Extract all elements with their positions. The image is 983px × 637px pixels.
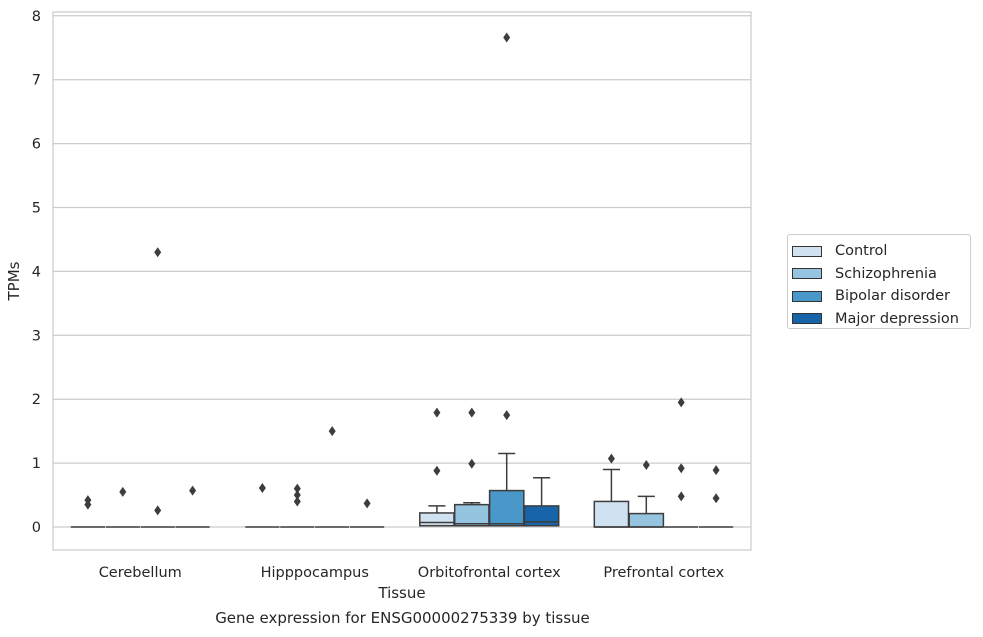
y-axis-label: TPMs [5,261,23,301]
y-tick-label: 0 [32,520,41,536]
box-0-3 [593,453,630,528]
legend-swatch [792,245,822,257]
box-3-3 [698,465,734,528]
outlier-point [189,485,197,496]
outlier-point [154,505,162,516]
box-2-2 [488,32,525,527]
outlier-point [677,463,685,474]
x-tick-label: Cerebellum [99,565,182,581]
x-tick-label: Hipppocampus [261,565,369,581]
box-3-0 [175,485,210,528]
outlier-point [293,490,301,501]
y-tick-label: 1 [32,456,41,472]
outlier-point [119,486,127,497]
outlier-point [712,493,720,504]
legend-swatch [792,290,822,302]
box [453,503,490,527]
outlier-point [677,397,685,408]
x-axis-label: Tissue [377,584,425,602]
box-2-1 [315,426,350,528]
box [419,512,455,527]
box-3-2 [523,477,560,527]
y-axis-ticks: 0 1 2 3 4 5 6 7 8 [32,9,41,536]
outlier-point [433,407,441,418]
legend-item: Major depression [792,308,970,331]
legend-label: Bipolar disorder [835,288,950,305]
outlier-point [468,407,476,418]
box-2-3 [664,397,699,528]
legend: Control Schizophrenia Bipolar disorder Majo… [787,234,971,329]
box [488,489,525,527]
legend-label: Control [835,243,888,260]
box-3-1 [349,498,385,528]
grid-lines [53,15,751,528]
legend-item: Control [792,240,970,263]
outlier-point [293,483,301,494]
outlier-point [84,499,92,510]
outlier-point [468,458,476,469]
outlier-point [258,483,266,494]
outlier-point [328,426,336,437]
outlier-point [503,410,511,421]
outlier-point [642,460,650,471]
legend-swatch [792,313,822,325]
box-2-0 [140,247,175,528]
plot-frame [52,11,752,551]
outlier-point [363,498,371,509]
legend-swatch [792,268,822,280]
legend-item: Bipolar disorder [792,285,970,308]
box-0-2 [419,407,455,527]
outlier-point [677,491,685,502]
box-0-1 [245,483,280,528]
outlier-point [712,465,720,476]
y-tick-label: 4 [32,264,41,280]
chart-caption: Gene expression for ENSG00000275339 by t… [215,609,590,627]
box [523,505,560,527]
y-tick-label: 7 [32,73,41,89]
legend-label: Schizophrenia [835,265,937,282]
y-tick-label: 5 [32,201,41,217]
outlier-point [503,32,511,43]
outlier-point [293,496,301,507]
legend-item: Schizophrenia [792,263,970,286]
box [628,512,665,528]
x-tick-label: Prefrontal cortex [603,565,724,581]
y-tick-label: 6 [32,137,41,153]
x-tick-label: Orbitofrontal cortex [418,565,561,581]
outlier-point [433,465,441,476]
outlier-point [154,247,162,258]
box-1-3 [628,460,665,528]
box-1-2 [453,407,490,527]
x-axis-ticks: Cerebellum Hipppocampus Orbitofrontal cort… [99,565,725,581]
y-tick-label: 2 [32,392,41,408]
y-tick-label: 3 [32,328,41,344]
y-tick-label: 8 [32,9,41,25]
legend-label: Major depression [835,310,959,327]
box-0-0 [70,495,106,528]
box-1-0 [105,486,140,528]
boxes [70,32,734,528]
box [593,500,630,528]
box-1-1 [280,483,315,528]
outlier-point [607,453,615,464]
